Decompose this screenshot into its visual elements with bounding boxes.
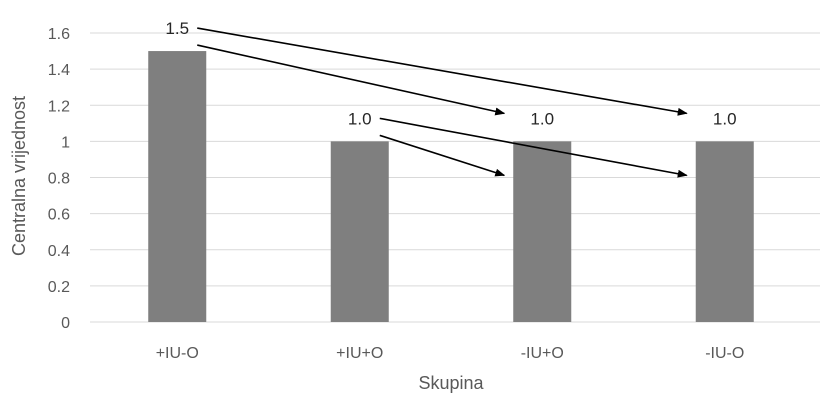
y-tick-label: 0 — [61, 315, 70, 332]
x-tick-label: -IU-O — [705, 345, 744, 362]
data-labels: 1.5 1.0 1.0 1.0 — [165, 19, 736, 128]
y-axis-title: Centralna vrijednost — [9, 96, 29, 256]
annotation-arrows — [197, 27, 688, 178]
bar — [148, 51, 207, 322]
y-tick-labels: 0 0.2 0.4 0.6 0.8 1 1.2 1.4 1.6 — [48, 26, 70, 332]
data-label: 1.0 — [530, 109, 554, 128]
annotation-arrow — [197, 44, 506, 116]
bars — [148, 51, 754, 322]
bar — [330, 141, 389, 322]
y-tick-label: 1.4 — [48, 62, 70, 79]
x-tick-label: -IU+O — [521, 345, 564, 362]
y-tick-label: 0.2 — [48, 279, 70, 296]
data-label: 1.0 — [348, 109, 372, 128]
x-tick-label: +IU-O — [156, 345, 199, 362]
gridlines — [90, 32, 820, 323]
y-tick-label: 1.6 — [48, 26, 70, 43]
bar — [513, 141, 572, 322]
x-tick-labels: +IU-O +IU+O -IU+O -IU-O — [156, 345, 745, 362]
y-tick-label: 1 — [61, 134, 70, 151]
x-tick-label: +IU+O — [336, 345, 383, 362]
x-axis-title: Skupina — [418, 373, 484, 393]
y-tick-label: 0.8 — [48, 171, 70, 188]
y-tick-label: 0.4 — [48, 243, 70, 260]
data-label: 1.0 — [713, 109, 737, 128]
annotation-arrow — [379, 134, 506, 177]
y-tick-label: 0.6 — [48, 207, 70, 224]
y-tick-label: 1.2 — [48, 98, 70, 115]
annotation-arrow — [379, 117, 688, 178]
data-label: 1.5 — [165, 19, 189, 38]
bar — [695, 141, 754, 322]
annotation-arrow — [197, 27, 688, 116]
